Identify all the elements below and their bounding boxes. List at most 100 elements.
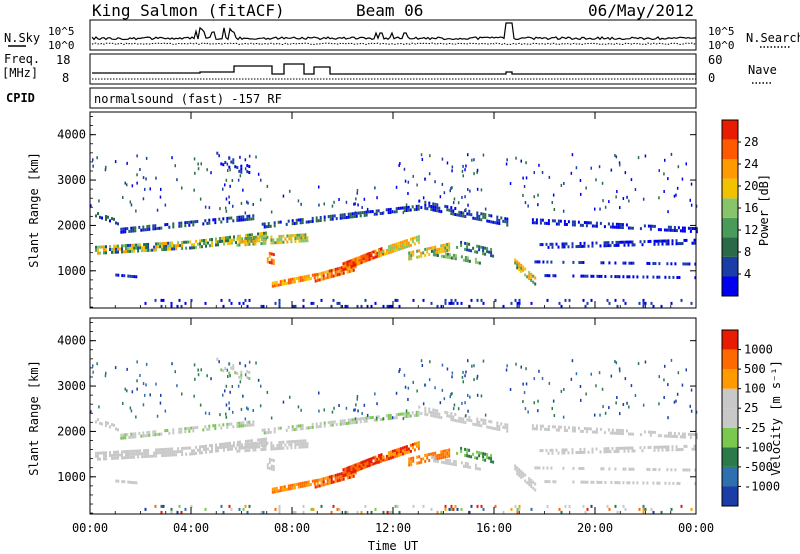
range-gate-cell (609, 244, 612, 248)
range-gate-cell (239, 440, 241, 444)
range-gate-cell (673, 226, 676, 229)
range-gate-cell (121, 274, 124, 278)
range-gate-cell (289, 395, 291, 399)
range-gate-cell (232, 219, 235, 223)
range-gate-cell (139, 168, 141, 171)
range-gate-cell (441, 157, 444, 161)
range-gate-cell (171, 453, 174, 457)
range-gate-cell (448, 245, 451, 249)
range-gate-cell (539, 427, 542, 431)
range-gate-cell (418, 255, 421, 259)
range-gate-cell (571, 242, 574, 246)
range-gate-cell (123, 244, 125, 248)
range-gate-cell (350, 475, 353, 479)
range-gate-cell (401, 449, 404, 453)
range-gate-cell (330, 272, 333, 275)
range-gate-cell (642, 197, 645, 201)
range-gate-cell (208, 412, 211, 416)
range-gate-cell (541, 449, 544, 453)
range-gate-cell (689, 404, 691, 408)
range-gate-cell (446, 414, 449, 418)
range-gate-cell (634, 394, 637, 397)
range-gate-cell (157, 242, 160, 246)
range-gate-cell (370, 251, 373, 255)
range-gate-cell (188, 223, 191, 227)
range-gate-cell (183, 446, 186, 450)
range-gate-cell (362, 254, 365, 258)
range-gate-cell (484, 213, 487, 217)
range-gate-cell (452, 407, 455, 411)
range-gate-cell (160, 504, 163, 508)
range-gate-cell (263, 428, 266, 432)
range-gate-cell (484, 422, 487, 426)
range-gate-cell (450, 504, 453, 508)
range-gate-cell (286, 234, 289, 238)
range-gate-cell (571, 223, 574, 227)
range-gate-cell (518, 268, 521, 272)
range-gate-cell (318, 409, 320, 413)
range-gate-cell (561, 448, 564, 452)
range-gate-cell (278, 447, 281, 450)
range-gate-cell (617, 446, 620, 450)
range-gate-cell (571, 426, 574, 430)
range-gate-cell (590, 274, 593, 278)
range-gate-cell (413, 448, 416, 452)
range-gate-cell (374, 186, 376, 190)
range-gate-cell (577, 245, 580, 248)
range-gate-cell (334, 479, 337, 483)
range-gate-cell (571, 429, 574, 433)
range-gate-cell (238, 507, 241, 511)
range-gate-cell (673, 229, 676, 232)
range-gate-cell (453, 403, 456, 407)
range-gate-cell (261, 441, 263, 444)
range-gate-cell (305, 277, 308, 281)
range-gate-cell (641, 449, 644, 453)
range-gate-cell (172, 431, 175, 435)
range-gate-cell (596, 480, 599, 484)
range-gate-cell (267, 428, 270, 431)
freq-panel: Freq. [MHz] 18 8 60 0 Nave (2, 52, 777, 85)
range-gate-cell (179, 244, 182, 248)
range-gate-cell (244, 417, 247, 421)
range-gate-cell (240, 164, 243, 168)
range-gate-cell (518, 504, 521, 508)
range-gate-cell (283, 485, 286, 489)
range-gate-cell (502, 425, 505, 429)
range-gate-cell (304, 236, 307, 240)
range-gate-cell (260, 384, 262, 388)
range-gate-cell (339, 216, 342, 220)
range-gate-cell (169, 241, 172, 245)
range-gate-cell (255, 235, 257, 239)
range-gate-cell (143, 243, 146, 247)
colorbar-segment (722, 178, 738, 199)
range-gate-cell (587, 244, 590, 248)
range-gate-cell (205, 238, 207, 242)
range-gate-cell (469, 395, 471, 399)
range-gate-cell (356, 191, 358, 195)
range-gate-cell (247, 233, 249, 237)
station-title: King Salmon (fitACF) (92, 1, 285, 20)
range-gate-cell (373, 212, 376, 216)
range-gate-cell (432, 250, 435, 254)
range-gate-cell (228, 165, 231, 169)
range-gate-cell (271, 487, 274, 491)
range-gate-cell (323, 421, 326, 425)
range-gate-cell (460, 449, 463, 453)
range-gate-cell (192, 429, 195, 433)
range-gate-cell (352, 470, 355, 474)
range-gate-cell (476, 168, 479, 172)
range-gate-cell (125, 244, 127, 248)
range-gate-cell (244, 218, 247, 222)
range-gate-cell (691, 227, 694, 230)
range-gate-cell (234, 371, 237, 375)
range-gate-cell (302, 504, 305, 508)
range-gate-cell (551, 425, 554, 429)
range-gate-cell (344, 473, 347, 477)
range-gate-cell (606, 504, 609, 508)
range-gate-cell (249, 439, 251, 443)
range-gate-cell (658, 468, 661, 472)
range-gate-cell (291, 425, 294, 429)
x-tick-label: 08:00 (274, 521, 310, 535)
range-gate-cell (246, 170, 249, 174)
range-gate-cell (109, 454, 111, 457)
